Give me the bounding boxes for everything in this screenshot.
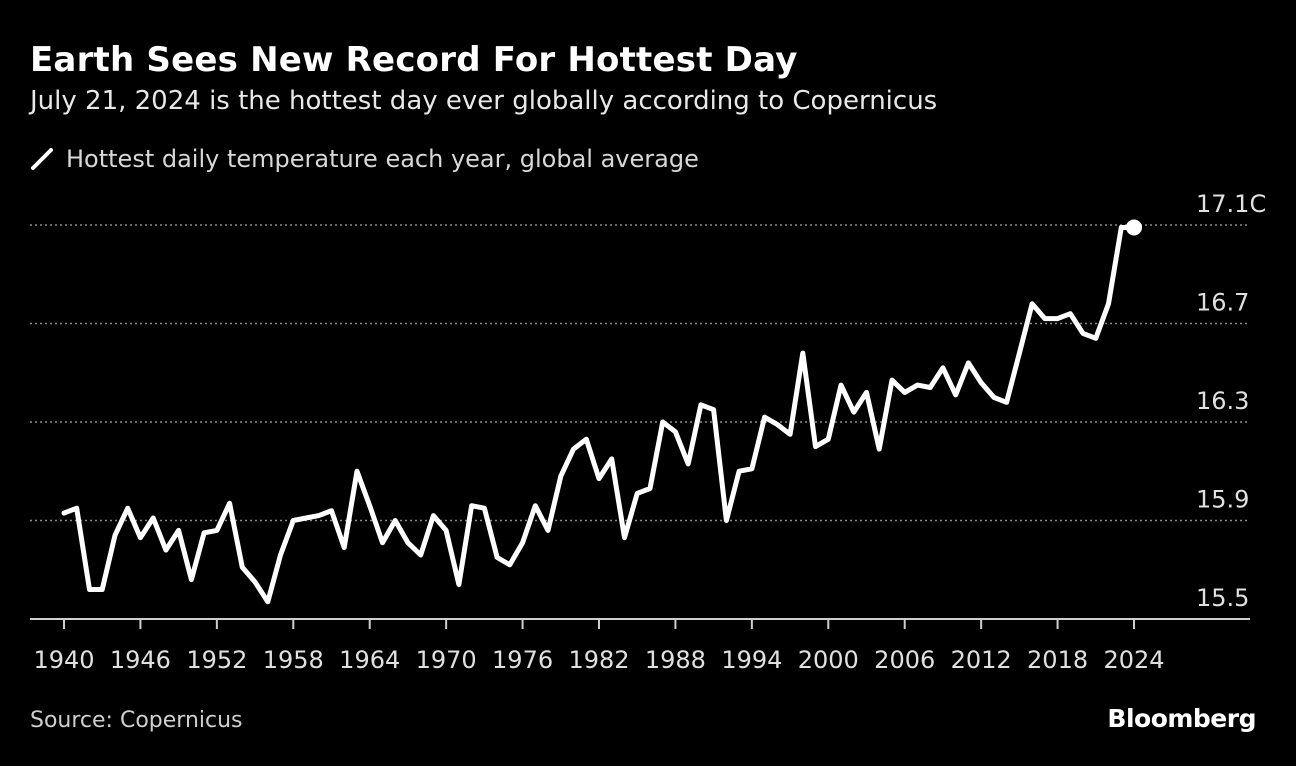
chart-subtitle: July 21, 2024 is the hottest day ever gl…	[30, 86, 938, 116]
y-tick-label: 17.1C	[1196, 190, 1266, 218]
series-line	[61, 225, 1137, 605]
chart-title: Earth Sees New Record For Hottest Day	[30, 40, 798, 80]
bloomberg-logo: Bloomberg	[1107, 704, 1256, 733]
legend-label: Hottest daily temperature each year, glo…	[66, 145, 699, 173]
y-axis-labels: 15.5 15.9 16.3 16.7 17.1C	[1196, 190, 1266, 612]
x-tick-label: 1964	[339, 646, 400, 674]
x-tick-label: 2012	[951, 646, 1012, 674]
x-tick-label: 1994	[721, 646, 782, 674]
x-tick-label: 1976	[492, 646, 553, 674]
y-tick-label: 16.3	[1196, 387, 1249, 415]
x-tick-label: 2006	[874, 646, 935, 674]
x-axis	[30, 618, 1250, 629]
x-tick-label: 2024	[1103, 646, 1164, 674]
x-tick-label: 1946	[110, 646, 171, 674]
y-tick-label: 15.9	[1196, 486, 1249, 514]
x-tick-label: 2018	[1027, 646, 1088, 674]
latest-point-marker	[1126, 219, 1142, 236]
legend: Hottest daily temperature each year, glo…	[30, 144, 699, 174]
x-tick-label: 2000	[798, 646, 859, 674]
series-layer	[61, 219, 1142, 605]
x-tick-label: 1958	[263, 646, 324, 674]
x-tick-label: 1970	[416, 646, 477, 674]
y-tick-label: 16.7	[1196, 289, 1249, 317]
legend-line-icon	[31, 148, 53, 170]
x-axis-labels: 1940 1946 1952 1958 1964 1970 1976 1982 1988 1994…	[33, 646, 1164, 674]
x-tick-label: 1952	[186, 646, 247, 674]
x-tick-label: 1988	[645, 646, 706, 674]
x-tick-label: 1982	[568, 646, 629, 674]
source-note: Source: Copernicus	[30, 708, 243, 733]
y-tick-label: 15.5	[1196, 584, 1249, 612]
x-tick-label: 1940	[33, 646, 94, 674]
gridlines	[30, 224, 1250, 522]
